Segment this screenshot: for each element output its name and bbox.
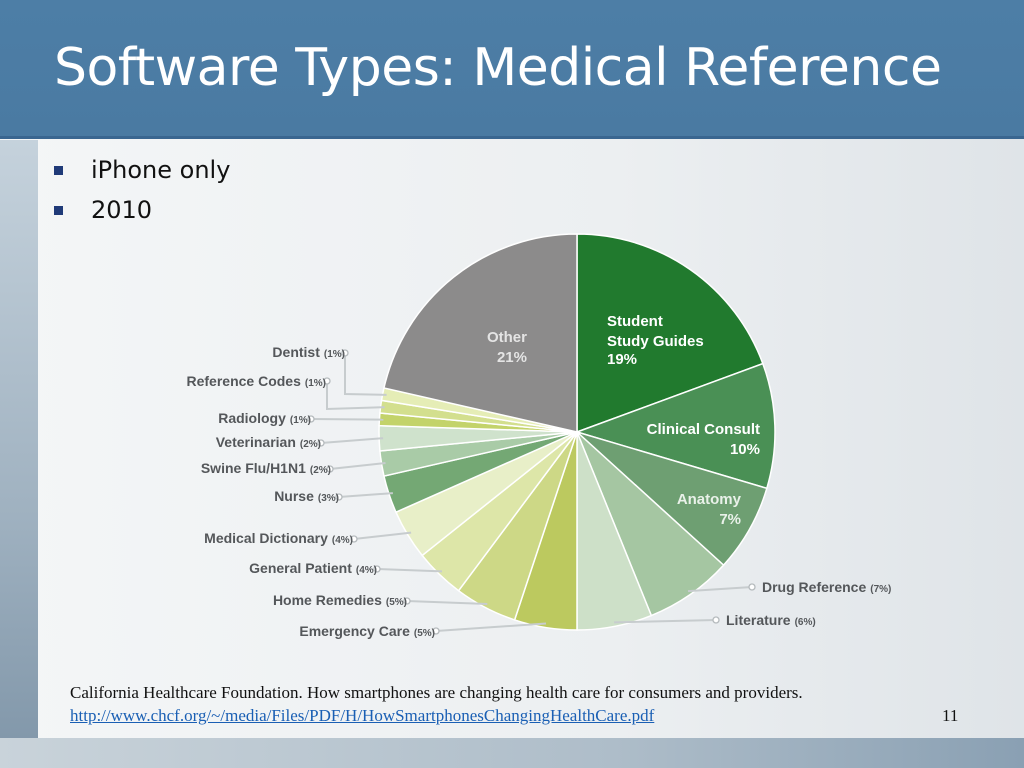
leader-dot-literature [712,616,720,624]
leader-line-drug-reference [687,586,753,593]
bullet-item: iPhone only [54,150,230,190]
bottom-decorative-band [0,738,1024,768]
leader-dot-veterinarian [317,439,325,447]
leader-dot-general-patient [373,565,381,573]
bullet-text: 2010 [91,196,153,224]
bullet-text: iPhone only [91,156,231,184]
title-bar: Software Types: Medical Reference [0,0,1024,139]
leader-line-reference-codes [326,381,385,411]
callout-value-nurse: (3%) [318,493,339,504]
callout-value-swine-flu-h1n1: (2%) [310,465,331,476]
pie-label-clinical-consult: Clinical Consult [647,421,760,438]
citation-link[interactable]: http://www.chcf.org/~/media/Files/PDF/H/… [70,706,655,725]
leader-line-general-patient [376,568,443,573]
leader-dot-emergency-care [432,627,440,635]
leader-dot-medical-dictionary [350,535,358,543]
leader-line-home-remedies [406,600,488,605]
leader-dot-swine-flu-h1n1 [326,465,334,473]
pie-value-anatomy: 7% [719,511,741,528]
callout-value-general-patient: (4%) [356,565,377,576]
callout-label-dentist: Dentist [272,344,320,360]
callout-value-medical-dictionary: (4%) [332,535,353,546]
bullet-item: 2010 [54,190,230,230]
bullet-marker [54,165,63,175]
pie-slice-student-study-guides [576,233,764,434]
leader-line-veterinarian [320,437,384,444]
pie-label-student-study-guides: Student [607,313,663,330]
citation: California Healthcare Foundation. How sm… [70,681,870,727]
callout-label-home-remedies: Home Remedies [273,592,382,608]
callout-value-veterinarian: (2%) [300,439,321,450]
leader-line-dentist [344,353,387,396]
leader-dot-home-remedies [403,597,411,605]
callout-label-medical-dictionary: Medical Dictionary [204,530,328,546]
pie-label-other: Other [487,329,527,346]
leader-line-emergency-care [435,622,547,632]
callout-label-general-patient: General Patient [249,560,352,576]
pie-value-student-study-guides: 19% [607,351,637,368]
callout-value-home-remedies: (5%) [386,597,407,608]
bullet-list: iPhone only 2010 [54,150,230,230]
callout-label-swine-flu-h1n1: Swine Flu/H1N1 [201,460,306,476]
leader-dot-nurse [335,493,343,501]
bullet-marker [54,205,63,215]
callout-label-veterinarian: Veterinarian [216,434,296,450]
callout-value-dentist: (1%) [324,349,345,360]
leader-dot-radiology [307,415,315,423]
callout-label-emergency-care: Emergency Care [299,623,410,639]
callout-label-nurse: Nurse [274,488,314,504]
leader-dot-reference-codes [323,377,331,385]
citation-text: California Healthcare Foundation. How sm… [70,683,803,702]
leader-line-medical-dictionary [353,531,412,540]
pie-slice-clinical-consult [574,362,776,490]
pie-value-other: 21% [497,349,527,366]
page-number: 11 [942,706,959,725]
callout-label-drug-reference: Drug Reference [762,579,866,595]
callout-value-emergency-care: (5%) [414,628,435,639]
pie-slice-other [383,233,578,433]
callout-value-drug-reference: (7%) [870,584,891,595]
callout-value-literature: (6%) [795,617,816,628]
callout-label-reference-codes: Reference Codes [186,373,301,389]
pie-label-student-study-guides: Study Guides [607,333,704,350]
slide-title: Software Types: Medical Reference [54,38,942,98]
leader-dot-dentist [341,349,349,357]
callout-value-radiology: (1%) [290,415,311,426]
callout-value-reference-codes: (1%) [305,378,326,389]
leader-line-swine-flu-h1n1 [329,462,386,470]
callout-label-radiology: Radiology [218,410,286,426]
leader-dot-drug-reference [748,583,756,591]
left-decorative-strip [0,140,38,768]
callout-label-literature: Literature [726,612,791,628]
leader-line-literature [614,619,717,624]
pie-value-clinical-consult: 10% [730,441,760,458]
pie-label-anatomy: Anatomy [677,491,742,508]
leader-line-radiology [310,418,384,421]
leader-line-nurse [338,492,393,498]
